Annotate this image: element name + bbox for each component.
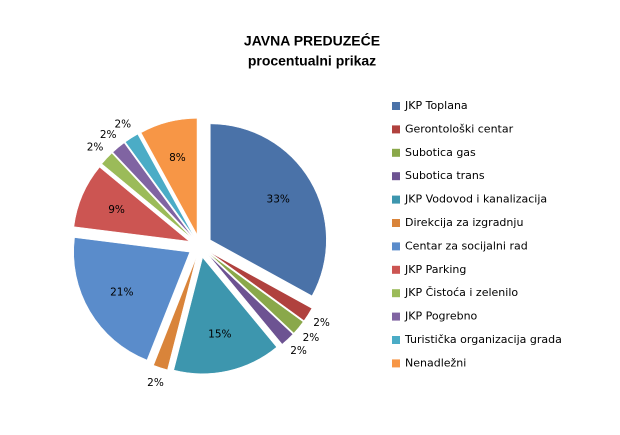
data-label: 2% — [303, 332, 320, 344]
legend-swatch — [392, 102, 400, 110]
legend-label: Gerontološki centar — [405, 122, 514, 135]
data-label: 9% — [108, 204, 125, 216]
legend-swatch — [392, 265, 400, 274]
legend-swatch — [392, 242, 400, 251]
legend-label: Turistička organizacija grada — [404, 333, 562, 346]
legend-label: Subotica gas — [405, 146, 476, 159]
data-label: 33% — [267, 194, 290, 206]
data-label: 2% — [313, 317, 330, 329]
data-label: 15% — [208, 329, 231, 341]
chart-subtitle: procentualni prikaz — [248, 53, 376, 69]
legend-label: JKP Čistoća i zelenilo — [404, 286, 518, 299]
data-label: 2% — [87, 141, 104, 153]
legend-label: Centar za socijalni rad — [405, 239, 528, 252]
legend-swatch — [392, 336, 400, 344]
legend-swatch — [392, 219, 400, 227]
data-label: 2% — [290, 345, 307, 357]
pie-slice — [73, 237, 191, 361]
pie-slice — [112, 142, 193, 237]
pie-slice — [209, 253, 304, 334]
legend-swatch — [392, 148, 400, 157]
pie-slice — [153, 257, 197, 371]
legend-swatch — [392, 289, 400, 298]
legend-label: JKP Parking — [404, 263, 466, 276]
legend-label: JKP Pogrebno — [404, 310, 478, 323]
chart-title: JAVNA PREDUZEĆE — [244, 32, 380, 49]
data-label: 21% — [110, 286, 133, 298]
legend-swatch — [392, 125, 400, 134]
pie-slice — [210, 123, 327, 297]
pie-slice — [208, 254, 294, 345]
data-label: 2% — [100, 129, 117, 141]
legend-label: Subotica trans — [405, 169, 485, 182]
pie-slice — [140, 118, 198, 235]
data-label: 2% — [147, 377, 164, 389]
data-label: 8% — [169, 152, 186, 164]
pie-slice — [101, 152, 192, 238]
legend-swatch — [392, 195, 400, 204]
pie-slice — [209, 252, 313, 321]
legend-swatch — [392, 312, 400, 321]
legend-label: Nenadležni — [405, 356, 466, 369]
pie-slice — [173, 257, 277, 374]
legend-label: JKP Vodovod i kanalizacija — [404, 193, 547, 206]
data-label: 2% — [115, 118, 132, 130]
legend-swatch — [392, 172, 400, 181]
legend-swatch — [392, 359, 400, 368]
legend-label: JKP Toplana — [404, 99, 468, 112]
pie-slice — [73, 166, 190, 242]
legend-label: Direkcija za izgradnju — [405, 216, 523, 229]
pie: 33%2%2%2%15%2%21%9%2%2%2%8% — [73, 118, 330, 389]
pie-slice — [125, 133, 194, 237]
legend: JKP Toplana Gerontološki centar Subotica g… — [392, 99, 562, 369]
